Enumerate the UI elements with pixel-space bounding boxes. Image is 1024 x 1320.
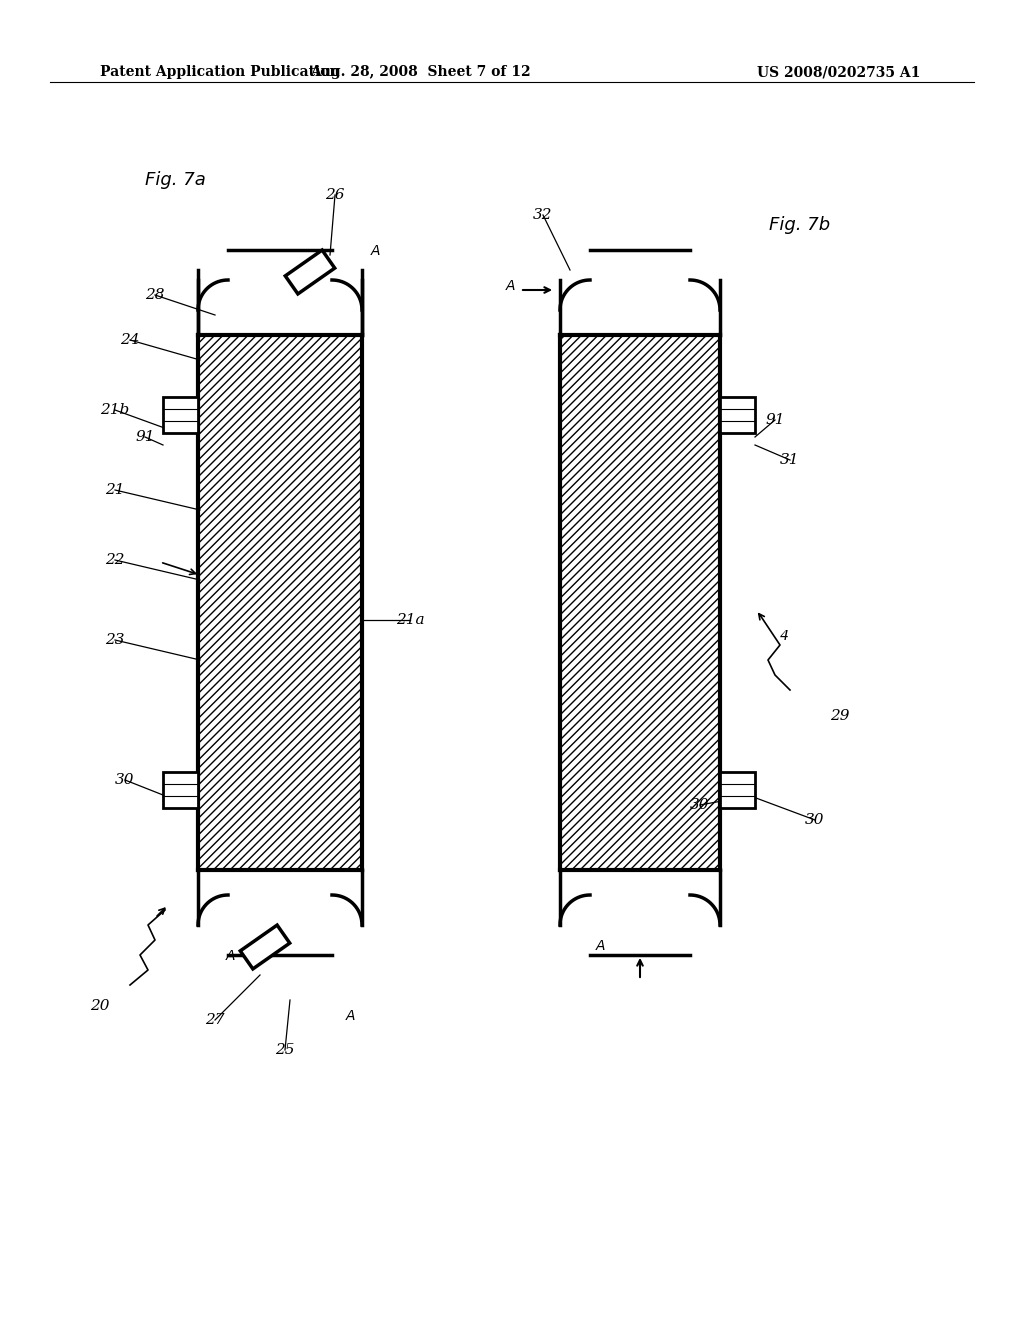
Bar [720, 772, 755, 808]
Bar [163, 397, 198, 433]
Text: 21b: 21b [100, 403, 130, 417]
Text: 4: 4 [780, 630, 788, 643]
Text: 21a: 21a [395, 612, 424, 627]
Text: 26: 26 [326, 187, 345, 202]
Text: A: A [371, 244, 380, 257]
Text: 30: 30 [690, 799, 710, 812]
Polygon shape [560, 249, 720, 335]
Text: A: A [506, 279, 515, 293]
Text: 31: 31 [780, 453, 800, 467]
Text: 30: 30 [805, 813, 824, 828]
Text: A: A [345, 1008, 354, 1023]
Text: 27: 27 [205, 1012, 224, 1027]
Polygon shape [560, 870, 720, 954]
Bar [163, 772, 198, 808]
Polygon shape [241, 925, 290, 969]
Text: 22: 22 [105, 553, 125, 568]
Polygon shape [198, 870, 362, 954]
Text: Aug. 28, 2008  Sheet 7 of 12: Aug. 28, 2008 Sheet 7 of 12 [309, 65, 530, 79]
Text: 21: 21 [105, 483, 125, 498]
Polygon shape [198, 249, 362, 335]
Text: 23: 23 [105, 634, 125, 647]
Text: 25: 25 [275, 1043, 295, 1057]
Text: 29: 29 [830, 709, 850, 723]
Text: 32: 32 [534, 209, 553, 222]
Polygon shape [286, 249, 335, 294]
Bar [720, 397, 755, 433]
Text: 91: 91 [765, 413, 784, 426]
Text: 20: 20 [90, 999, 110, 1012]
Text: 30: 30 [116, 774, 135, 787]
Text: Fig. 7b: Fig. 7b [769, 216, 830, 234]
Text: Patent Application Publication: Patent Application Publication [100, 65, 340, 79]
Text: A: A [225, 949, 234, 964]
Text: US 2008/0202735 A1: US 2008/0202735 A1 [757, 65, 920, 79]
Text: 28: 28 [145, 288, 165, 302]
Text: 24: 24 [120, 333, 139, 347]
Text: Fig. 7a: Fig. 7a [144, 172, 206, 189]
Text: A: A [595, 939, 605, 953]
Text: 91: 91 [135, 430, 155, 444]
